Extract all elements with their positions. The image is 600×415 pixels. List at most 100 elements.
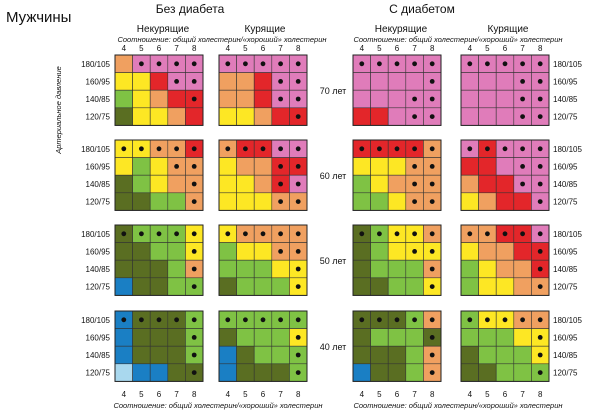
dot-marker [278,146,283,152]
cell-50лет-nonsmoker-diabetes-r2-c3 [405,259,424,279]
y-tick-label-left: 120/75 [86,283,111,292]
cell-50лет-nonsmoker-nodiabetes-r3-c0 [114,277,133,296]
cell-40лет-smoker-diabetes-r1-c1 [478,328,497,347]
dot-marker [412,249,417,254]
cell-50лет-smoker-diabetes-r3-c1 [478,277,497,296]
dot-marker [260,231,266,237]
cell-40лет-smoker-nodiabetes-r2-c3 [271,345,290,365]
cell-40лет-smoker-diabetes-r1-c0 [460,328,479,347]
cell-70лет-smoker-nodiabetes-r2-c0 [218,89,237,109]
cell-50лет-nonsmoker-nodiabetes-r1-c2 [149,242,169,261]
y-tick-label-right: 160/95 [553,77,578,86]
y-axis-label: Артериальное давление [54,66,63,155]
dot-marker [295,61,301,67]
cell-40лет-smoker-nodiabetes-r2-c0 [218,345,237,365]
x-tick-label-bottom: 7 [174,390,179,399]
dot-marker [485,146,490,152]
age-label: 50 лет [320,256,347,266]
dot-marker [412,146,417,152]
grid-border [352,54,442,126]
dot-marker [191,266,197,272]
dot-marker [191,199,197,205]
tick-labels: 180/105 180/105 160/95 160/95 140/85 140/85 12… [81,44,582,399]
dot-marker [429,181,435,187]
group-title-no-diabetes: Без диабета [156,2,225,16]
dot-marker [243,61,248,67]
cell-40лет-nonsmoker-nodiabetes-r1-c0 [114,328,133,347]
dot-marker [139,61,144,67]
y-tick-label-left: 140/85 [86,351,111,360]
cell-50лет-nonsmoker-diabetes-r3-c1 [370,277,389,296]
cell-70лет-smoker-diabetes-r1-c1 [478,72,497,91]
dot-marker [537,266,543,272]
dot-marker [412,114,417,119]
cell-60лет-nonsmoker-nodiabetes-r1-c1 [132,157,151,176]
cell-60лет-smoker-nodiabetes-r1-c2 [253,157,273,176]
dot-marker [191,96,197,102]
cell-60лет-smoker-diabetes-r3-c2 [495,192,515,211]
x-tick-label-bottom: 7 [520,390,525,399]
dot-marker [429,79,435,84]
cell-70лет-smoker-nodiabetes-r3-c2 [253,107,273,126]
cell-60лет-nonsmoker-nodiabetes-r2-c2 [149,174,169,194]
grid-border [460,139,550,211]
dot-marker [537,370,543,375]
dot-marker [485,317,490,323]
y-tick-label-right: 180/105 [553,230,582,239]
dot-marker [429,114,435,119]
cell-40лет-smoker-nodiabetes-r3-c2 [253,363,273,382]
cell-40лет-smoker-diabetes-r3-c2 [495,363,515,382]
cell-60лет-smoker-nodiabetes-r2-c2 [253,174,273,194]
dot-marker [278,317,283,323]
cell-40лет-nonsmoker-nodiabetes-r3-c0 [114,363,133,382]
cell-50лет-nonsmoker-nodiabetes-r1-c3 [167,242,186,261]
cell-50лет-nonsmoker-nodiabetes-r1-c0 [114,242,133,261]
cell-70лет-smoker-nodiabetes-r3-c1 [236,107,255,126]
cell-60лет-nonsmoker-diabetes-r3-c2 [387,192,407,211]
cell-70лет-nonsmoker-diabetes-r1-c2 [387,72,407,91]
cell-40лет-nonsmoker-diabetes-r3-c2 [387,363,407,382]
cell-60лет-nonsmoker-diabetes-r3-c1 [370,192,389,211]
x-tick-label-bottom: 7 [278,390,283,399]
cell-60лет-smoker-nodiabetes-r3-c2 [253,192,273,211]
y-tick-label-right: 140/85 [553,351,578,360]
cell-50лет-smoker-nodiabetes-r3-c0 [218,277,237,296]
cell-40лет-smoker-diabetes-r3-c3 [513,363,532,382]
dot-marker [537,335,543,340]
dot-marker [412,199,417,205]
dot-marker [429,164,435,169]
dot-marker [377,61,382,67]
dot-marker [295,146,301,152]
y-tick-label-left: 140/85 [86,180,111,189]
dot-marker [295,181,301,187]
grid-border [460,224,550,296]
cell-70лет-smoker-nodiabetes-r3-c3 [271,107,290,126]
cell-70лет-nonsmoker-nodiabetes-r1-c1 [132,72,151,91]
dot-marker [295,317,301,323]
cell-60лет-nonsmoker-diabetes-r2-c1 [370,174,389,194]
x-tick-label-bottom: 4 [360,390,365,399]
cell-70лет-nonsmoker-nodiabetes-r1-c2 [149,72,169,91]
dot-marker [394,61,400,67]
dot-marker [191,231,197,237]
dot-marker [359,231,365,237]
cell-50лет-nonsmoker-nodiabetes-r3-c1 [132,277,151,296]
y-tick-label-left: 120/75 [86,113,111,122]
cell-40лет-nonsmoker-nodiabetes-r3-c3 [167,363,186,382]
dot-marker [377,231,382,237]
cell-60лет-smoker-diabetes-r3-c3 [513,192,532,211]
cell-40лет-smoker-nodiabetes-r3-c1 [236,363,255,382]
dot-marker [537,352,543,358]
dot-marker [295,114,301,119]
cell-50лет-smoker-nodiabetes-r1-c1 [236,242,255,261]
dot-marker [502,61,508,67]
dot-marker [156,317,162,323]
x-tick-label-top: 4 [360,44,365,53]
dot-marker [537,164,543,169]
x-axis-label-top-right: Соотношение: общий холестерин/«хороший» … [353,35,562,44]
dot-marker [278,199,283,205]
cell-40лет-nonsmoker-nodiabetes-r1-c3 [167,328,186,347]
dot-marker [429,231,435,237]
age-label: 70 лет [320,86,347,96]
dot-marker [191,164,197,169]
